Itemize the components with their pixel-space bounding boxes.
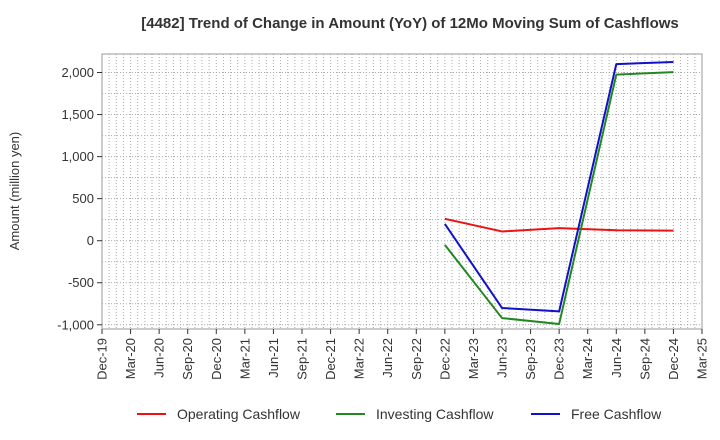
grid: [101, 54, 703, 329]
legend: Operating Cashflow Investing Cashflow Free…: [137, 406, 662, 422]
x-tick-label: Dec-22: [437, 338, 452, 380]
x-tick-label: Jun-23: [495, 338, 510, 378]
x-tick-label: Jun-20: [152, 338, 167, 378]
x-tick-label: Sep-21: [295, 338, 310, 380]
legend-label-operating-cashflow: Operating Cashflow: [177, 406, 301, 422]
y-tick-label: -500: [68, 275, 94, 290]
x-tick-label: Jun-21: [266, 338, 281, 378]
y-tick-label: 1,000: [61, 149, 94, 164]
x-tick-label: Sep-24: [637, 338, 652, 380]
x-tick-label: Mar-24: [580, 338, 595, 379]
investing-cashflow-line: [444, 71, 674, 325]
x-tick-label: Mar-22: [352, 338, 367, 379]
x-tick-label: Sep-23: [523, 338, 538, 380]
legend-label-investing-cashflow: Investing Cashflow: [376, 406, 494, 422]
x-tick-label: Dec-19: [95, 338, 110, 380]
x-axis: Dec-19 Mar-20 Jun-20 Sep-20 Dec-20 Mar-21 Jun-…: [95, 329, 710, 380]
x-tick-label: Mar-23: [466, 338, 481, 379]
y-tick-label: 500: [72, 191, 94, 206]
x-tick-label: Dec-20: [209, 338, 224, 380]
series-lines: [444, 60, 674, 325]
free-cashflow-line: [444, 60, 674, 313]
x-tick-label: Mar-20: [123, 338, 138, 379]
x-tick-label: Sep-22: [409, 338, 424, 380]
x-tick-label: Mar-21: [237, 338, 252, 379]
legend-label-free-cashflow: Free Cashflow: [571, 406, 662, 422]
y-tick-label: 1,500: [61, 107, 94, 122]
y-axis-label: Amount (million yen): [7, 132, 22, 251]
y-tick-label: 0: [87, 233, 94, 248]
x-tick-label: Jun-22: [380, 338, 395, 378]
y-axis: -1,000 -500 0 500 1,000 1,500 2,000: [57, 65, 102, 332]
plot-area-frame: [101, 53, 703, 330]
x-tick-label: Dec-21: [323, 338, 338, 380]
y-tick-label: -1,000: [57, 317, 94, 332]
operating-cashflow-line: [444, 217, 674, 233]
x-tick-label: Mar-25: [695, 338, 710, 379]
x-tick-label: Dec-23: [552, 338, 567, 380]
x-tick-label: Dec-24: [666, 338, 681, 380]
x-tick-label: Sep-20: [180, 338, 195, 380]
chart-title: [4482] Trend of Change in Amount (YoY) o…: [141, 15, 679, 32]
x-tick-label: Jun-24: [609, 338, 624, 378]
y-tick-label: 2,000: [61, 65, 94, 80]
